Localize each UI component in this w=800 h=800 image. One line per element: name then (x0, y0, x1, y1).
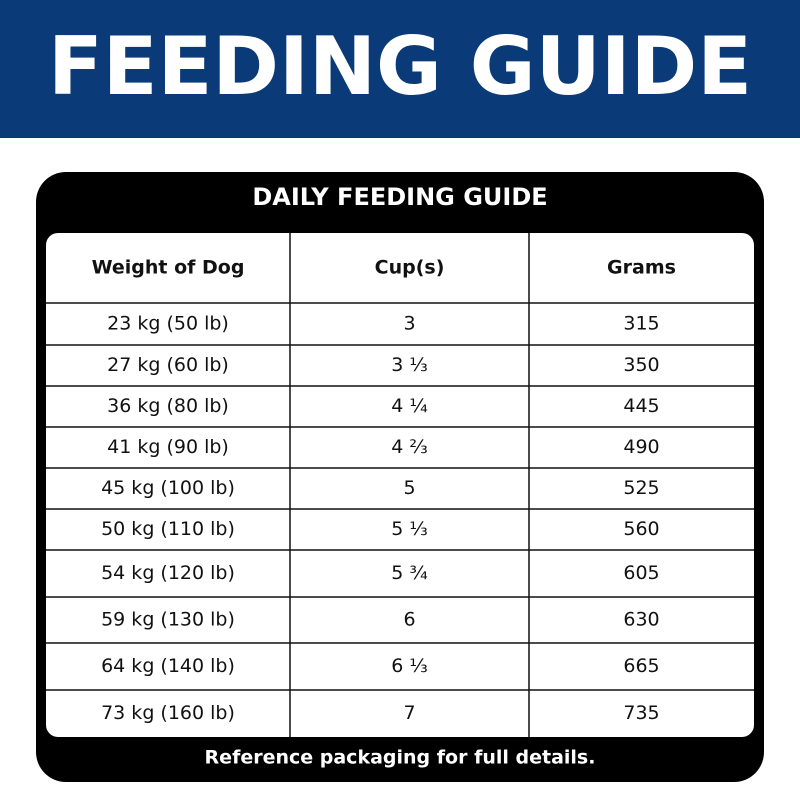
table-cell: 7 (403, 702, 415, 724)
column-header: Grams (607, 257, 676, 279)
table-cell: 5 ¾ (391, 562, 428, 584)
table-cell: 735 (623, 702, 659, 724)
table-cell: 560 (623, 518, 659, 540)
table-cell: 54 kg (120 lb) (101, 562, 235, 584)
column-header: Weight of Dog (92, 257, 245, 279)
table-title: DAILY FEEDING GUIDE (252, 183, 547, 211)
table-cell: 64 kg (140 lb) (101, 655, 235, 677)
table-cell: 73 kg (160 lb) (101, 702, 235, 724)
table-cell: 45 kg (100 lb) (101, 477, 235, 499)
table-cell: 3 (403, 313, 415, 335)
table-cell: 525 (623, 477, 659, 499)
table-cell: 5 ⅓ (391, 518, 428, 540)
table-cell: 6 (403, 609, 415, 631)
table-cell: 4 ⅔ (391, 436, 428, 458)
table-cell: 315 (623, 313, 659, 335)
table-cell: 3 ⅓ (391, 354, 428, 376)
table-cell: 630 (623, 609, 659, 631)
table-cell: 490 (623, 436, 659, 458)
table-cell: 41 kg (90 lb) (107, 436, 229, 458)
table-cell: 605 (623, 562, 659, 584)
header-band (0, 0, 800, 138)
table-cell: 4 ¼ (391, 395, 428, 417)
header-title: FEEDING GUIDE (48, 20, 752, 113)
table-cell: 5 (403, 477, 415, 499)
table-cell: 36 kg (80 lb) (107, 395, 229, 417)
table-cell: 23 kg (50 lb) (107, 313, 229, 335)
table-cell: 50 kg (110 lb) (101, 518, 235, 540)
table-cell: 445 (623, 395, 659, 417)
table-cell: 665 (623, 655, 659, 677)
table-cell: 27 kg (60 lb) (107, 354, 229, 376)
table-cell: 350 (623, 354, 659, 376)
column-header: Cup(s) (375, 257, 445, 279)
table-body (46, 233, 754, 737)
footer-note: Reference packaging for full details. (205, 747, 596, 769)
table-cell: 59 kg (130 lb) (101, 609, 235, 631)
table-grid: Weight of Dog Cup(s) Grams 23 kg (50 lb) 3 31… (46, 233, 754, 737)
table-cell: 6 ⅓ (391, 655, 428, 677)
